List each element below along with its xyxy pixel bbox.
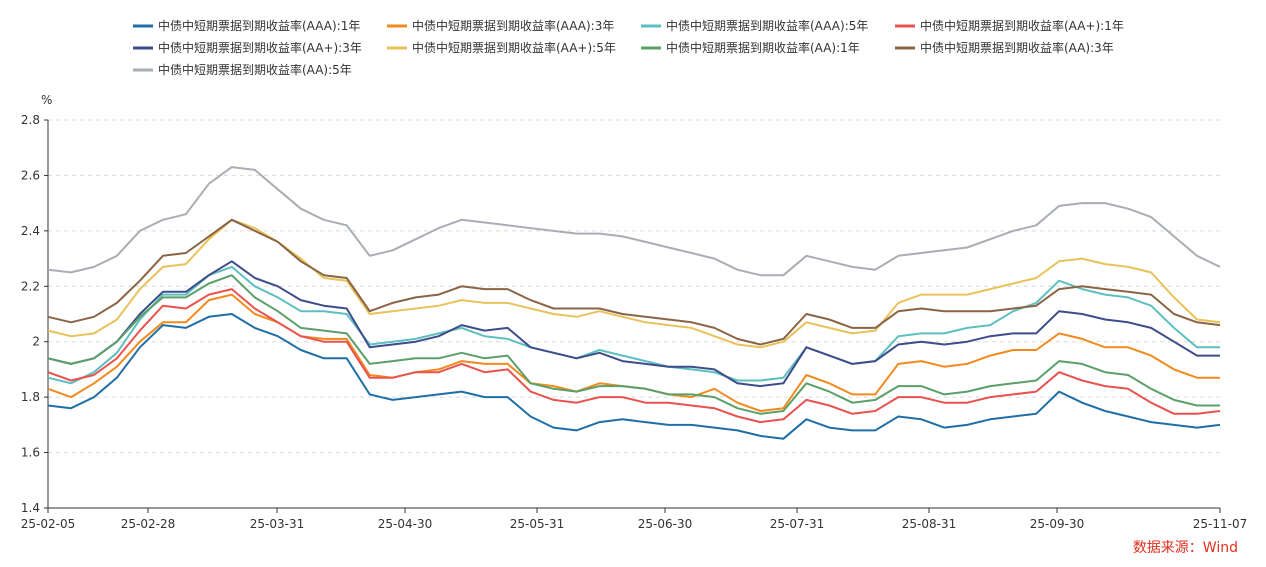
y-axis-ticks: 1.4 1.6 1.8 2 2.2 2.4 2.6 2.8 <box>21 113 48 515</box>
legend-label: 中债中短期票据到期收益率(AA+):5年 <box>412 40 616 55</box>
legend-label: 中债中短期票据到期收益率(AA):1年 <box>666 40 860 55</box>
x-tick-label: 25-02-05 <box>21 517 75 531</box>
legend-item[interactable]: 中债中短期票据到期收益率(AA+):1年 <box>895 18 1124 33</box>
series-line-5 <box>47 260 1220 388</box>
y-tick-label: 2.6 <box>21 168 40 182</box>
x-tick-label: 25-05-31 <box>510 517 564 531</box>
x-tick-label: 25-09-30 <box>1030 517 1084 531</box>
x-tick-label: 25-06-30 <box>638 517 692 531</box>
legend-item[interactable]: 中债中短期票据到期收益率(AA+):5年 <box>387 40 616 55</box>
x-tick-label: 25-08-31 <box>902 517 956 531</box>
x-tick-label: 25-11-07 <box>1193 517 1247 531</box>
series-line-7 <box>47 274 1220 415</box>
legend-item[interactable]: 中债中短期票据到期收益率(AAA):3年 <box>387 18 614 33</box>
series-lines <box>47 166 1221 440</box>
legend-item[interactable]: 中债中短期票据到期收益率(AA):1年 <box>641 40 860 55</box>
y-tick-label: 2.2 <box>21 279 40 293</box>
x-tick-label: 25-07-31 <box>770 517 824 531</box>
legend-label: 中债中短期票据到期收益率(AA+):1年 <box>920 18 1124 33</box>
legend-item[interactable]: 中债中短期票据到期收益率(AA):5年 <box>133 62 352 77</box>
legend-label: 中债中短期票据到期收益率(AAA):1年 <box>158 18 360 33</box>
series-line-4 <box>47 288 1221 424</box>
legend-item[interactable]: 中债中短期票据到期收益率(AA):3年 <box>895 40 1114 55</box>
y-tick-label: 1.8 <box>21 390 40 404</box>
y-tick-label: 1.4 <box>21 501 40 515</box>
legend-label: 中债中短期票据到期收益率(AAA):5年 <box>666 18 868 33</box>
series-line-1 <box>47 313 1221 440</box>
y-tick-label: 1.6 <box>21 446 40 460</box>
series-line-8 <box>47 218 1221 346</box>
data-source-note: 数据来源：Wind <box>1132 540 1238 556</box>
legend-item[interactable]: 中债中短期票据到期收益率(AAA):1年 <box>133 18 360 33</box>
x-axis: 25-02-05 25-02-28 25-03-31 25-04-30 25-05-31… <box>21 120 1247 531</box>
legend-label: 中债中短期票据到期收益率(AA):5年 <box>158 62 352 77</box>
legend-label: 中债中短期票据到期收益率(AA):3年 <box>920 40 1114 55</box>
legend-item[interactable]: 中债中短期票据到期收益率(AAA):5年 <box>641 18 868 33</box>
y-tick-label: 2 <box>32 335 40 349</box>
legend: 中债中短期票据到期收益率(AAA):1年 中债中短期票据到期收益率(AAA):3年… <box>133 18 1124 77</box>
x-tick-label: 25-02-28 <box>121 517 175 531</box>
series-line-6 <box>47 218 1221 349</box>
y-axis-unit: % <box>41 93 52 107</box>
x-tick-label: 25-04-30 <box>378 517 432 531</box>
series-line-9 <box>47 166 1221 277</box>
legend-item[interactable]: 中债中短期票据到期收益率(AA+):3年 <box>133 40 362 55</box>
legend-label: 中债中短期票据到期收益率(AAA):3年 <box>412 18 614 33</box>
y-tick-label: 2.4 <box>21 224 40 238</box>
legend-label: 中债中短期票据到期收益率(AA+):3年 <box>158 40 362 55</box>
series-line-2 <box>47 293 1220 412</box>
x-tick-label: 25-03-31 <box>250 517 304 531</box>
y-tick-label: 2.8 <box>21 113 40 127</box>
gridlines <box>48 119 1220 454</box>
